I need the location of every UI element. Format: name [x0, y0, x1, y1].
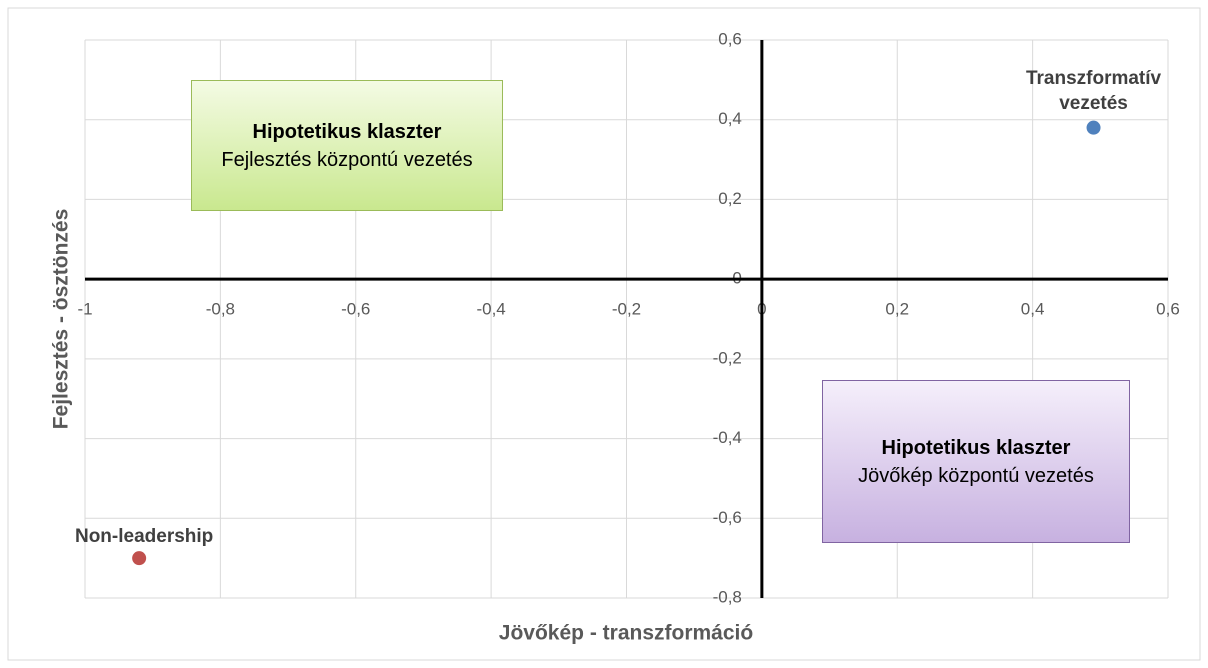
point	[1086, 120, 1101, 135]
annotation-text: Fejlesztés központú vezetés	[221, 148, 473, 171]
annotation-box: Hipotetikus klaszter Jövőkép központú ve…	[822, 380, 1130, 543]
y-axis-title: Fejlesztés - ösztönzés	[50, 209, 73, 430]
x-tick-label: -0,8	[206, 300, 235, 319]
y-tick-label: -0,4	[713, 428, 742, 447]
x-tick-label: 0,4	[1021, 300, 1045, 319]
y-tick-label: 0,4	[718, 109, 742, 128]
annotation-box: Hipotetikus klaszter Fejlesztés központú…	[191, 80, 503, 211]
x-tick-label: 0,2	[885, 300, 909, 319]
y-tick-label: -0,6	[713, 508, 742, 527]
point-label: Transzformatív vezetés	[1025, 67, 1162, 115]
annotation-title: Hipotetikus klaszter	[881, 436, 1071, 459]
x-tick-label: -0,4	[476, 300, 505, 319]
point	[132, 551, 147, 566]
axes: -1-0,8-0,6-0,4-0,200,20,40,6-0,8-0,6-0,4…	[77, 29, 1179, 606]
x-tick-label: -0,2	[612, 300, 641, 319]
y-tick-label: 0,6	[718, 29, 742, 48]
annotation-text: Jövőkép központú vezetés	[858, 464, 1094, 487]
x-tick-label: -1	[77, 300, 92, 319]
y-tick-label: -0,8	[713, 587, 742, 606]
y-tick-label: 0,2	[718, 189, 742, 208]
x-axis-title: Jövőkép - transzformáció	[499, 622, 753, 645]
marks	[132, 120, 1101, 566]
x-tick-label: -0,6	[341, 300, 370, 319]
y-tick-label: -0,2	[713, 348, 742, 367]
annotation-title: Hipotetikus klaszter	[252, 120, 442, 143]
x-tick-label: 0,6	[1156, 300, 1180, 319]
point-label: Non-leadership	[74, 526, 214, 548]
